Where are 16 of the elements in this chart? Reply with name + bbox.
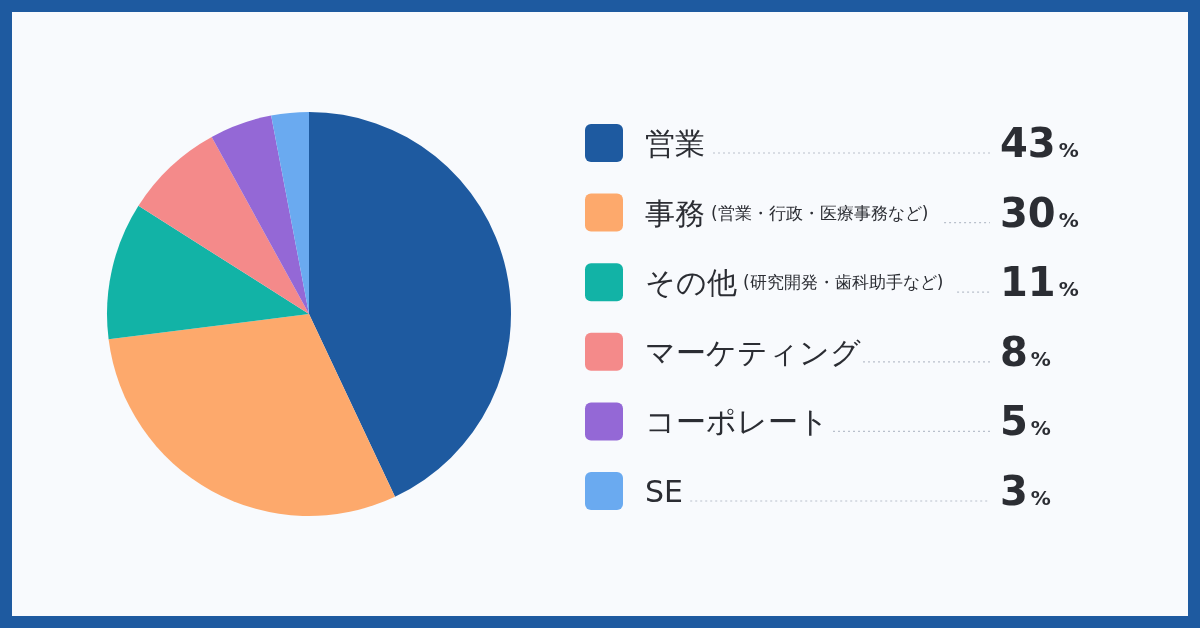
pie-slice bbox=[309, 112, 511, 497]
data-label: 43% bbox=[1000, 120, 1079, 166]
legend-label: マーケティング bbox=[645, 334, 861, 370]
legend-label: SE bbox=[645, 473, 683, 509]
data-label: 11% bbox=[1000, 259, 1079, 306]
pie-slice bbox=[107, 205, 309, 340]
pie-slice bbox=[211, 115, 309, 314]
data-label: 30% bbox=[1000, 189, 1079, 236]
pie-slice bbox=[108, 314, 396, 516]
pie-slice bbox=[271, 112, 309, 314]
legend-label: コーポレート bbox=[645, 403, 829, 439]
legend-label: 営業 bbox=[645, 125, 705, 161]
data-label: 3% bbox=[1000, 468, 1051, 514]
data-label: 8% bbox=[1000, 328, 1051, 375]
data-label: 5% bbox=[1000, 398, 1051, 445]
pie-slice bbox=[138, 136, 309, 314]
